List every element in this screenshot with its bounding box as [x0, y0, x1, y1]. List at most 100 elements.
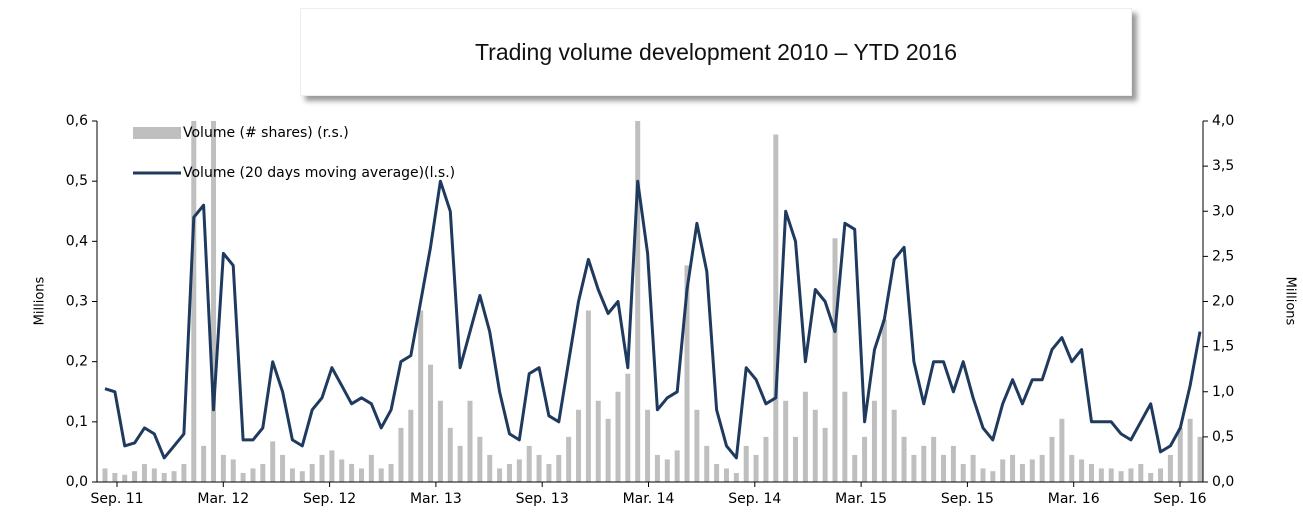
bar — [1088, 463, 1094, 482]
y2-tick-label: 3,0 — [1212, 203, 1234, 219]
bar — [141, 463, 147, 482]
bar — [1098, 468, 1104, 482]
y-tick-label: 0,0 — [66, 474, 88, 490]
y2-tick-label: 2,5 — [1212, 248, 1234, 264]
bar — [950, 445, 956, 482]
bar — [319, 454, 325, 482]
bar — [921, 445, 927, 482]
bar — [1039, 454, 1045, 482]
bar — [842, 391, 848, 482]
bar — [684, 265, 690, 482]
bar — [487, 454, 493, 482]
bar — [250, 468, 256, 482]
bar — [122, 474, 128, 482]
bar — [733, 472, 739, 482]
bar — [605, 418, 611, 482]
x-tick-label: Mar. 14 — [623, 491, 675, 507]
bar — [220, 454, 226, 482]
bar — [329, 450, 335, 482]
bar — [240, 472, 246, 482]
bar — [112, 472, 118, 482]
x-tick-label: Sep. 14 — [728, 491, 781, 507]
bar — [891, 409, 897, 482]
bar — [408, 409, 414, 482]
bar — [743, 445, 749, 482]
bar — [428, 364, 434, 482]
bar — [704, 445, 710, 482]
y-tick-label: 0,5 — [66, 173, 88, 189]
bar — [1079, 459, 1085, 482]
y-tick-label: 0,6 — [66, 113, 88, 129]
bar — [497, 468, 503, 482]
bar — [862, 436, 868, 482]
bar — [201, 445, 207, 482]
bar — [467, 400, 473, 482]
bar — [723, 468, 729, 482]
bar — [941, 454, 947, 482]
bar — [852, 454, 858, 482]
bar — [191, 121, 197, 482]
bar — [161, 472, 167, 482]
bar — [615, 391, 621, 482]
y2-tick-label: 1,0 — [1212, 384, 1234, 400]
y2-tick-label: 1,5 — [1212, 339, 1234, 355]
bar — [881, 319, 887, 482]
bar — [437, 400, 443, 482]
y-tick-label: 0,4 — [66, 233, 88, 249]
bar — [1010, 454, 1016, 482]
bar — [1059, 418, 1065, 482]
y-tick-label: 0,2 — [66, 354, 88, 370]
bar — [280, 454, 286, 482]
bar — [1197, 436, 1203, 482]
bar — [664, 459, 670, 482]
y2-tick-label: 2,0 — [1212, 294, 1234, 310]
x-tick-label: Sep. 12 — [303, 491, 356, 507]
bar — [802, 391, 808, 482]
y2-tick-label: 0,0 — [1212, 474, 1234, 490]
bar — [368, 454, 374, 482]
bar — [980, 468, 986, 482]
x-tick-label: Sep. 16 — [1153, 491, 1206, 507]
bar — [447, 427, 453, 482]
bar — [289, 468, 295, 482]
legend-swatch — [133, 127, 181, 139]
bar — [1128, 468, 1134, 482]
bar — [1177, 427, 1183, 482]
bar — [576, 409, 582, 482]
y-tick-label: 0,3 — [66, 294, 88, 310]
bar — [901, 436, 907, 482]
bar — [151, 468, 157, 482]
legend-label: Volume (20 days moving average)(l.s.) — [183, 165, 455, 181]
bar — [1138, 463, 1144, 482]
x-tick-label: Sep. 15 — [941, 491, 994, 507]
bar — [349, 463, 355, 482]
bar — [398, 427, 404, 482]
y-axis-label: Millions — [33, 276, 48, 325]
bar — [1108, 468, 1114, 482]
bar — [635, 121, 641, 482]
bar — [1029, 459, 1035, 482]
y2-tick-label: 3,5 — [1212, 158, 1234, 174]
bar — [339, 459, 345, 482]
bar — [546, 463, 552, 482]
bar — [132, 471, 138, 482]
y2-tick-label: 4,0 — [1212, 113, 1234, 129]
x-tick-label: Mar. 12 — [197, 491, 249, 507]
bar — [270, 441, 276, 482]
bar — [832, 238, 838, 482]
x-tick-label: Mar. 15 — [835, 491, 887, 507]
bar — [358, 468, 364, 482]
bar — [1167, 454, 1173, 482]
bar — [960, 463, 966, 482]
y2-axis-label: Millions — [1283, 277, 1298, 326]
bar — [970, 454, 976, 482]
chart-title: Trading volume development 2010 – YTD 20… — [300, 8, 1132, 96]
bar — [763, 436, 769, 482]
bar — [931, 436, 937, 482]
y2-tick-label: 0,5 — [1212, 429, 1234, 445]
bar — [674, 450, 680, 482]
bar — [595, 400, 601, 482]
bar — [871, 400, 877, 482]
bar — [378, 468, 384, 482]
